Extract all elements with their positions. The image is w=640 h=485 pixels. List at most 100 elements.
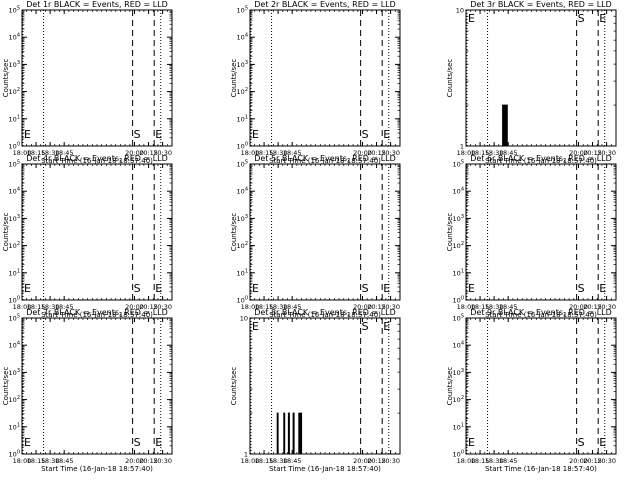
marker-s-2: S (578, 282, 585, 295)
x-tick-label: 18:45 (499, 303, 518, 311)
y-tick-label: 101 (9, 422, 20, 431)
x-tick-label: 18:45 (283, 457, 302, 465)
y-tick-label: 104 (237, 33, 248, 42)
marker-e-1: E (468, 12, 475, 25)
panel-title: Det 6r BLACK = Events, RED = LLD (470, 154, 612, 163)
x-tick-label: 18:15 (255, 303, 274, 311)
y-tick-label: 104 (9, 341, 20, 350)
y-tick-label: 100 (9, 450, 20, 459)
y-tick-label: 102 (9, 241, 20, 250)
panel-det-6: Det 6r BLACK = Events, RED = LLD18:0018:… (446, 154, 617, 319)
y-tick-label: 101 (453, 422, 464, 431)
y-axis-label: Counts/sec (446, 367, 454, 406)
marker-s-2: S (362, 128, 369, 141)
x-tick-label: 18:00 (13, 457, 32, 465)
marker-e-3: E (155, 128, 162, 141)
y-tick-label: 103 (237, 60, 248, 69)
plot-frame (21, 317, 173, 455)
y-axis-label: Counts/sec (446, 213, 454, 252)
x-tick-label: 18:45 (499, 149, 518, 157)
y-tick-label: 101 (9, 114, 20, 123)
y-tick-label: 103 (453, 368, 464, 377)
marker-e-3: E (155, 436, 162, 449)
plot-frame (465, 9, 617, 147)
panel-det-4: Det 4r BLACK = Events, RED = LLD 18:0018:… (2, 154, 173, 319)
marker-e-3: E (383, 128, 390, 141)
x-tick-label: 18:45 (55, 457, 74, 465)
y-tick-label: 104 (237, 187, 248, 196)
plot-frame (249, 9, 401, 147)
y-tick-label: 100 (237, 296, 248, 305)
y-tick-label: 100 (453, 296, 464, 305)
marker-s-2: S (134, 128, 141, 141)
x-tick-label: 18:15 (471, 303, 490, 311)
y-axis-label: Counts/sec (230, 213, 238, 252)
x-tick-label: 18:00 (241, 457, 260, 465)
x-tick-label: 18:15 (27, 303, 46, 311)
y-tick-label: 101 (453, 268, 464, 277)
y-tick-label: 102 (237, 87, 248, 96)
plot-frame (249, 163, 401, 301)
x-tick-label: 18:15 (27, 149, 46, 157)
marker-e-3: E (599, 436, 606, 449)
marker-e-1: E (468, 436, 475, 449)
x-tick-label: 18:00 (13, 303, 32, 311)
x-axis-label: Start Time (16-Jan-18 18:57:40) (485, 311, 597, 319)
x-axis-label: Start Time (16-Jan-18 18:57:40) (41, 311, 153, 319)
y-tick-label: 101 (237, 268, 248, 277)
panel-det-5: Det 5r BLACK = Events, RED = LLD18:0018:… (230, 154, 401, 319)
x-tick-label: 18:00 (241, 149, 260, 157)
x-tick-label: 20:15 (583, 149, 602, 157)
panel-title: Det 5r BLACK = Events, RED = LLD (254, 154, 396, 163)
x-tick-label: 20:15 (583, 457, 602, 465)
x-tick-label: 20:00 (125, 457, 144, 465)
x-tick-label: 20:15 (139, 457, 158, 465)
x-tick-label: 20:15 (367, 457, 386, 465)
y-tick-label: 102 (237, 241, 248, 250)
y-axis-label: Counts/sec (2, 59, 10, 98)
x-axis-label: Start Time (16-Jan-18 18:57:40) (485, 465, 597, 473)
marker-s-2: S (578, 12, 585, 25)
x-tick-label: 20:15 (367, 149, 386, 157)
marker-e-3: E (383, 320, 390, 333)
x-tick-label: 18:00 (13, 149, 32, 157)
series-line-1 (276, 412, 303, 455)
panel-title: Det 2r BLACK = Events, RED = LLD (254, 0, 396, 9)
y-tick-label: 101 (237, 114, 248, 123)
panel-title: Det 8r BLACK = Events, RED = LLD (254, 308, 396, 317)
y-tick-label: 105 (9, 160, 20, 169)
y-axis-label: Counts/sec (2, 367, 10, 406)
x-axis-label: Start Time (16-Jan-18 18:57:40) (269, 311, 381, 319)
y-tick-label: 102 (9, 87, 20, 96)
x-tick-label: 20:15 (367, 303, 386, 311)
x-tick-label: 18:15 (255, 457, 274, 465)
x-tick-label: 20:00 (569, 457, 588, 465)
x-tick-label: 20:00 (569, 149, 588, 157)
x-tick-label: 20:00 (125, 149, 144, 157)
panel-det-9: Det 9r BLACK = Events, RED = LLD18:0018:… (446, 308, 617, 473)
x-tick-label: 18:15 (471, 457, 490, 465)
y-tick-label: 1 (244, 451, 248, 459)
x-tick-label: 20:30 (597, 149, 616, 157)
y-tick-label: 102 (453, 241, 464, 250)
x-tick-label: 18:15 (27, 457, 46, 465)
y-tick-label: 10 (456, 7, 464, 15)
panel-title: Det 4r BLACK = Events, RED = LLD (26, 154, 168, 163)
y-tick-label: 101 (9, 268, 20, 277)
panel-title: Det 7r BLACK = Events, RED = LLD (26, 308, 168, 317)
x-axis-label: Start Time (16-Jan-18 18:57:40) (269, 465, 381, 473)
x-tick-label: 18:15 (255, 149, 274, 157)
x-tick-label: 20:30 (381, 149, 400, 157)
x-tick-label: 18:30 (269, 149, 288, 157)
y-axis-label: Counts/sec (446, 59, 454, 98)
panel-title: Det 3r BLACK = Events, RED = LLD (470, 0, 612, 9)
x-tick-label: 20:00 (125, 303, 144, 311)
plot-frame (465, 317, 617, 455)
y-tick-label: 100 (9, 296, 20, 305)
y-tick-label: 105 (9, 314, 20, 323)
x-axis-label: Start Time (16-Jan-18 18:57:40) (41, 157, 153, 165)
marker-e-1: E (24, 436, 31, 449)
marker-e-3: E (383, 282, 390, 295)
y-axis-label: Counts/sec (230, 367, 238, 406)
